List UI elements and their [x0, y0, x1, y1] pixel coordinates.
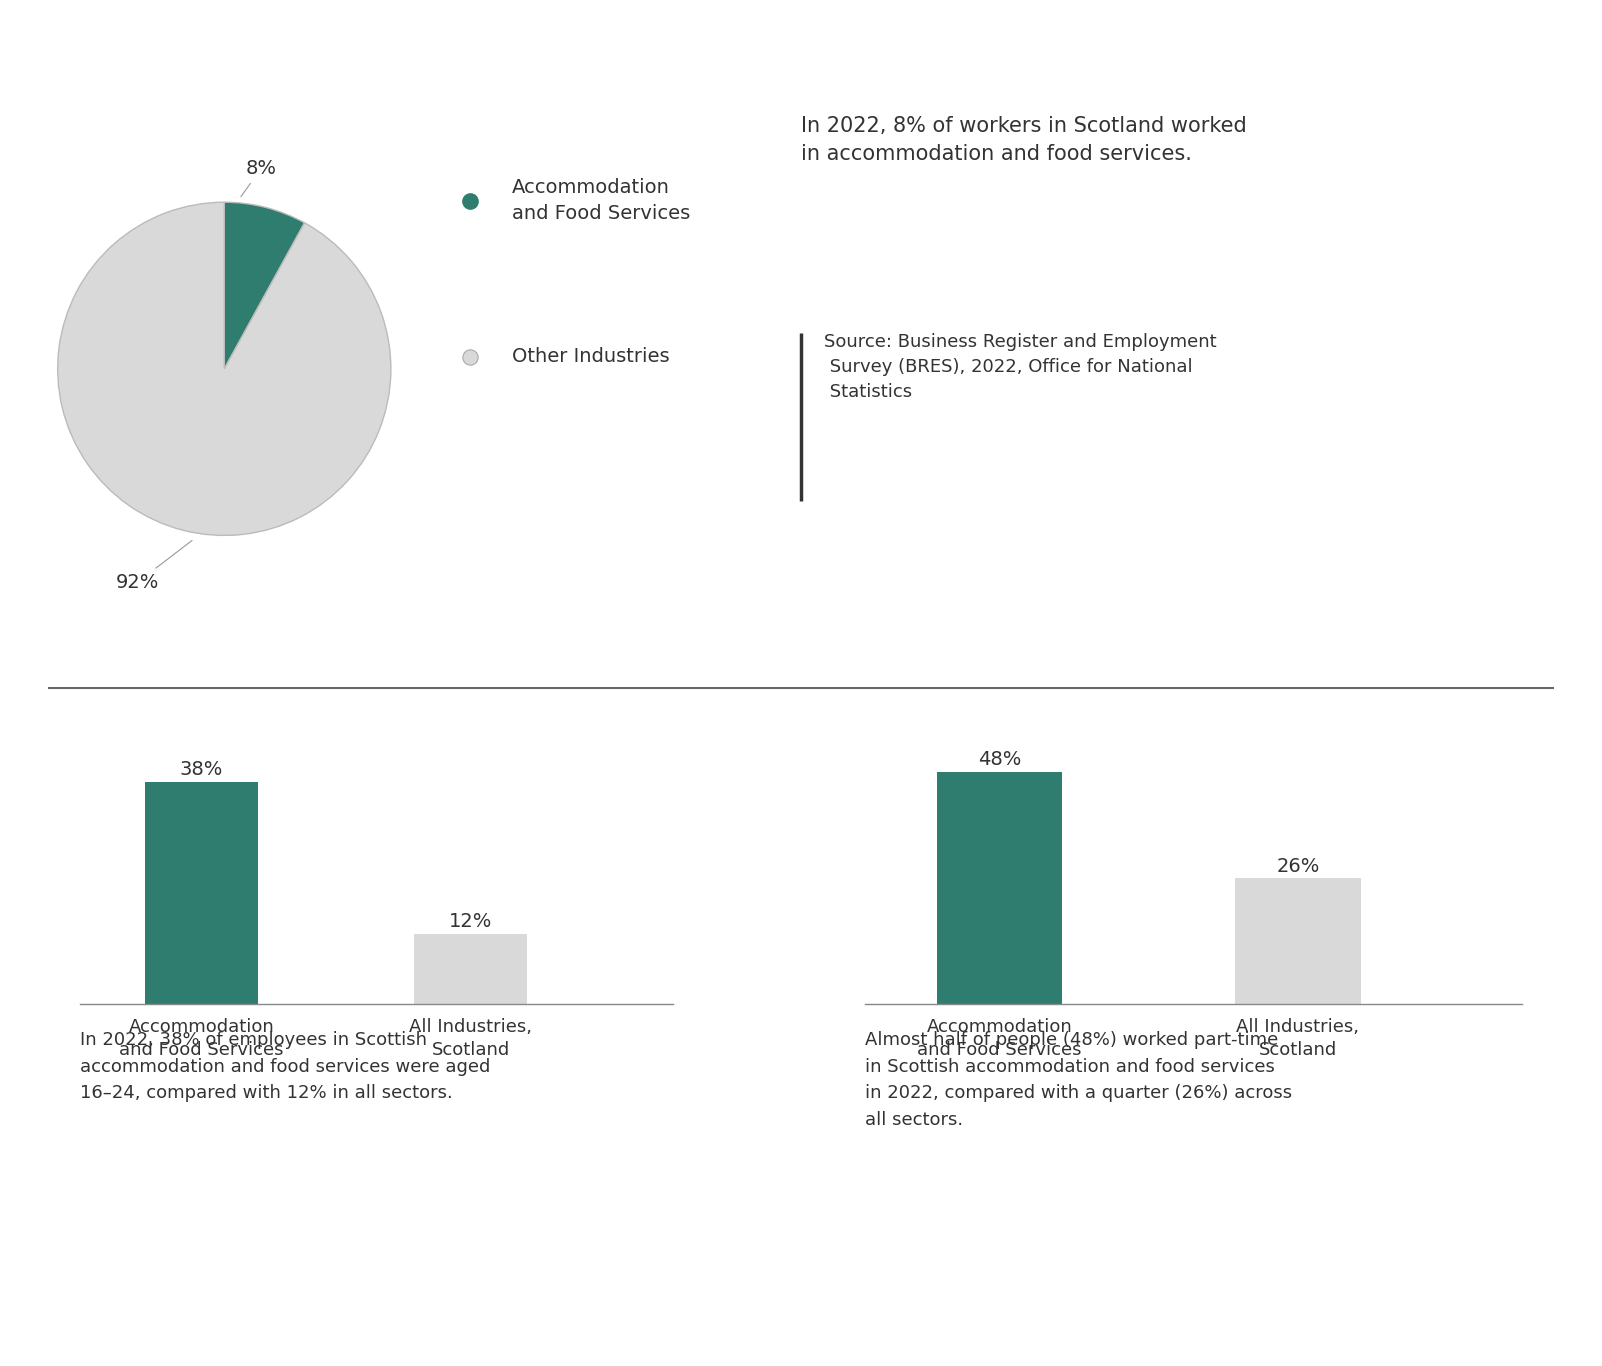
- Bar: [1235, 878, 1360, 1004]
- Text: 48%: 48%: [977, 750, 1020, 769]
- Wedge shape: [58, 202, 391, 535]
- Text: In 2022, 8% of workers in Scotland worked
in accommodation and food services.: In 2022, 8% of workers in Scotland worke…: [801, 116, 1246, 164]
- Wedge shape: [224, 202, 304, 369]
- Text: Accommodation
and Food Services: Accommodation and Food Services: [513, 178, 690, 223]
- Text: Almost half of people (48%) worked part-time
in Scottish accommodation and food : Almost half of people (48%) worked part-…: [865, 1031, 1293, 1128]
- Text: Other Industries: Other Industries: [513, 347, 670, 366]
- Text: 12%: 12%: [449, 911, 492, 930]
- Text: 92%: 92%: [115, 541, 192, 591]
- Text: In 2022, 38% of employees in Scottish
accommodation and food services were aged
: In 2022, 38% of employees in Scottish ac…: [80, 1031, 490, 1102]
- Text: 38%: 38%: [179, 759, 223, 779]
- Bar: [415, 934, 527, 1004]
- Text: 26%: 26%: [1277, 856, 1320, 876]
- Text: 8%: 8%: [240, 160, 277, 197]
- Text: Source: Business Register and Employment
 Survey (BRES), 2022, Office for Nation: Source: Business Register and Employment…: [823, 333, 1216, 400]
- Bar: [144, 783, 258, 1004]
- Bar: [937, 772, 1062, 1004]
